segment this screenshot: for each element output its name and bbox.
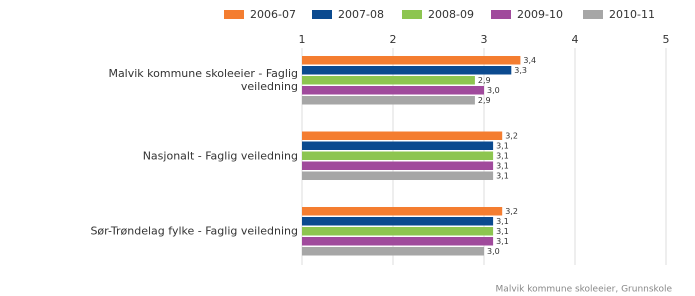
value-label: 2,9	[478, 96, 491, 105]
bar	[302, 86, 484, 95]
bar	[302, 141, 494, 150]
legend-label: 2008-09	[428, 8, 474, 21]
legend-label: 2009-10	[517, 8, 563, 21]
value-label: 3,1	[496, 172, 509, 181]
category-label: Nasjonalt - Faglig veiledning	[142, 149, 298, 162]
x-tick-label: 4	[572, 33, 579, 46]
bar	[302, 237, 494, 246]
bar	[302, 217, 494, 226]
bar	[302, 171, 494, 180]
value-label: 3,1	[496, 217, 509, 226]
value-label: 3,0	[487, 247, 500, 256]
value-label: 3,1	[496, 152, 509, 161]
legend-swatch	[402, 10, 422, 19]
bar	[302, 131, 503, 140]
legend-label: 2006-07	[250, 8, 296, 21]
value-label: 3,2	[505, 207, 518, 216]
value-label: 3,1	[496, 162, 509, 171]
x-tick-label: 1	[299, 33, 306, 46]
value-label: 3,0	[487, 86, 500, 95]
value-label: 3,1	[496, 227, 509, 236]
bar	[302, 207, 503, 216]
bar	[302, 247, 484, 256]
legend-swatch	[583, 10, 603, 19]
category-label: Sør-Trøndelag fylke - Faglig veiledning	[90, 224, 298, 238]
bar	[302, 151, 494, 160]
legend-label: 2010-11	[609, 8, 655, 21]
value-label: 3,1	[496, 142, 509, 151]
value-label: 3,1	[496, 237, 509, 246]
legend-swatch	[224, 10, 244, 19]
footer: Malvik kommune skoleeier, Grunnskole	[496, 285, 673, 295]
x-tick-label: 2	[390, 33, 397, 46]
category-label: Malvik kommune skoleeier - Faglig veiled…	[108, 67, 298, 93]
legend-swatch	[312, 10, 332, 19]
x-tick-label: 5	[663, 33, 670, 46]
bar	[302, 66, 512, 75]
x-tick-label: 3	[481, 33, 488, 46]
value-label: 3,4	[523, 56, 536, 65]
bar	[302, 96, 475, 105]
value-label: 3,2	[505, 132, 518, 141]
bar	[302, 227, 494, 236]
legend-label: 2007-08	[338, 8, 384, 21]
bar	[302, 161, 494, 170]
value-label: 3,3	[514, 66, 527, 75]
value-label: 2,9	[478, 76, 491, 85]
legend-swatch	[491, 10, 511, 19]
bar	[302, 76, 475, 85]
bar	[302, 56, 521, 65]
